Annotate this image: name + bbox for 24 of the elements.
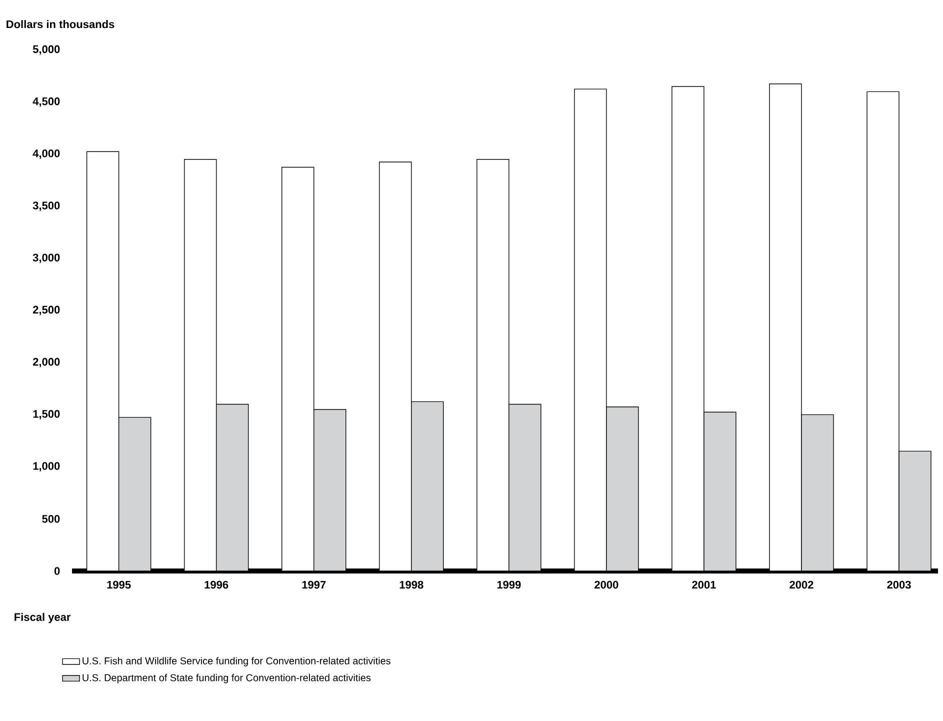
y-tick-label: 1,500 bbox=[33, 410, 60, 420]
x-tick-label: 1999 bbox=[497, 580, 521, 589]
legend-label: U.S. Fish and Wildlife Service funding for Convention-related activities bbox=[82, 657, 390, 666]
y-tick-label: 4,000 bbox=[32, 150, 60, 159]
x-tick-label: 2002 bbox=[790, 580, 814, 589]
x-tick-label: 2001 bbox=[692, 580, 716, 589]
x-tick-label: 2003 bbox=[887, 580, 911, 589]
legend-label: U.S. Department of State funding for Convention-related activities bbox=[82, 674, 371, 684]
y-tick-label: 2,500 bbox=[32, 306, 60, 316]
y-tick-label: 500 bbox=[42, 515, 60, 523]
x-tick-label: 2000 bbox=[594, 580, 618, 589]
y-tick-label: 0 bbox=[54, 567, 60, 575]
y-tick-label: 3,500 bbox=[32, 202, 60, 211]
y-tick-label: 2,000 bbox=[32, 358, 60, 368]
x-axis-title: Fiscal year bbox=[14, 612, 71, 624]
x-tick-label: 1995 bbox=[107, 580, 131, 589]
y-tick-label: 1,000 bbox=[33, 462, 60, 472]
y-tick-label: 4,500 bbox=[32, 97, 60, 107]
y-tick-label: 5,000 bbox=[32, 45, 60, 55]
y-axis-title: Dollars in thousands bbox=[6, 20, 114, 28]
x-tick-label: 1996 bbox=[204, 580, 228, 589]
x-tick-label: 1998 bbox=[400, 580, 424, 589]
y-tick-label: 3,000 bbox=[32, 254, 60, 264]
x-tick-label: 1997 bbox=[302, 580, 326, 589]
